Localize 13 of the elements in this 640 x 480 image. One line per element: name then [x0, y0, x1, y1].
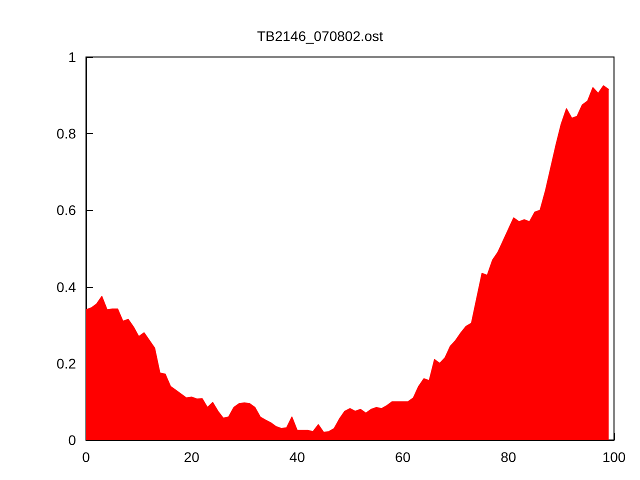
y-tick-label: 0.4 — [56, 278, 76, 295]
x-tick-label: 20 — [184, 449, 200, 465]
x-tick-label: 0 — [82, 449, 90, 465]
x-tick-label: 40 — [289, 449, 306, 465]
x-tick-label: 60 — [395, 449, 411, 465]
y-tick-label: 0.6 — [56, 202, 76, 218]
chart-title: TB2146_070802.ost — [256, 28, 384, 44]
y-tick-label: 1 — [68, 49, 76, 65]
y-tick-label: 0.2 — [56, 355, 76, 372]
x-tick-label: 80 — [500, 449, 516, 465]
y-tick-label: 0 — [68, 432, 76, 448]
y-tick-label: 0.8 — [56, 126, 76, 142]
x-tick-label: 100 — [602, 449, 626, 465]
